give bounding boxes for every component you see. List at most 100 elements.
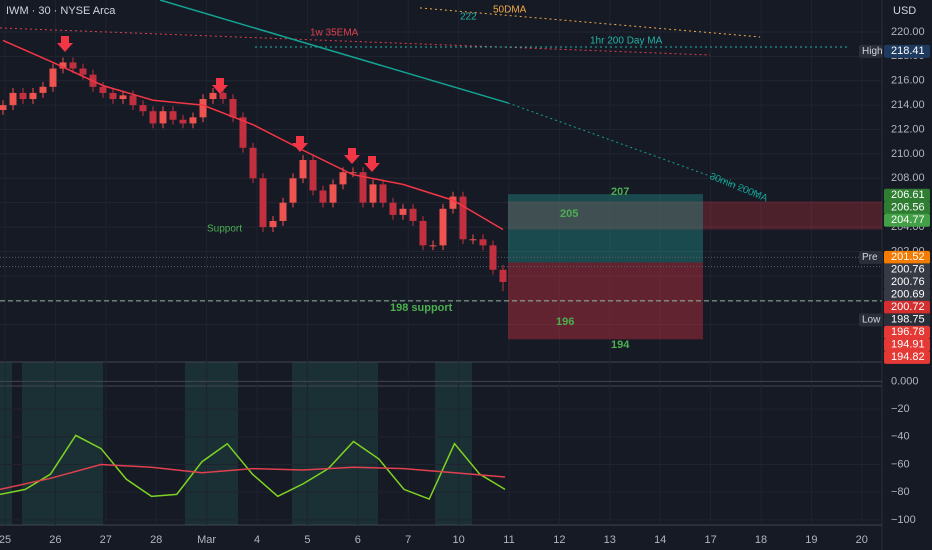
- x-tick-label: 7: [405, 534, 411, 546]
- zone: [185, 362, 238, 525]
- price-tag-label: 201.52: [891, 251, 925, 263]
- ma-line: [507, 102, 763, 196]
- annotation: 196: [556, 316, 574, 328]
- price-tag: [884, 325, 930, 339]
- x-tick-label: Mar: [197, 534, 216, 546]
- zone: [292, 362, 378, 525]
- x-tick-label: 28: [150, 534, 162, 546]
- candle-body: [479, 239, 487, 246]
- candle-body: [9, 92, 17, 106]
- zone: [435, 362, 472, 525]
- candle-body: [459, 196, 467, 240]
- x-tick-label: 14: [654, 534, 666, 546]
- y-tick-label: −40: [891, 431, 910, 443]
- price-tag: [884, 338, 930, 352]
- target-zone: [508, 194, 703, 263]
- price-tag: [884, 213, 930, 227]
- candle-body: [219, 92, 227, 100]
- x-tick-label: 11: [503, 534, 514, 546]
- ma-line: [0, 27, 711, 56]
- y-tick-label: 216.00: [891, 75, 925, 87]
- arrow: [212, 78, 228, 94]
- y-tick-label: 212.00: [891, 123, 925, 135]
- y-tick-label: −60: [891, 458, 910, 470]
- candle-body: [409, 208, 417, 221]
- price-tag-label: 198.75: [891, 314, 925, 326]
- candle-body: [99, 86, 107, 93]
- x-tick-label: 4: [254, 534, 260, 546]
- price-tag-label: 200.76: [891, 276, 925, 288]
- candle-body: [249, 147, 257, 179]
- indicator-line: [0, 463, 506, 491]
- price-tag: [884, 188, 930, 202]
- candle-body: [79, 68, 87, 75]
- arrow: [292, 136, 308, 152]
- price-tag-label: 200.72: [891, 301, 925, 313]
- price-tag-name: [859, 250, 883, 264]
- x-tick-label: 26: [49, 534, 61, 546]
- y-tick-label: 210.00: [891, 148, 925, 160]
- annotation: 205: [560, 208, 578, 220]
- candle-body: [209, 92, 217, 100]
- price-tag-name: [859, 44, 883, 58]
- x-tick-label: 5: [304, 534, 310, 546]
- candle-body: [429, 245, 437, 247]
- x-tick-label: 13: [604, 534, 616, 546]
- x-tick-label: 27: [100, 534, 112, 546]
- x-tick-label: 10: [452, 534, 464, 546]
- annotation: 222: [460, 12, 477, 23]
- ma-label: 1hr 200 Day MA: [590, 36, 663, 47]
- price-tag-label: 218.41: [891, 45, 925, 57]
- price-tag: [884, 201, 930, 215]
- y-tick-label: −100: [891, 514, 916, 526]
- candle-body: [0, 105, 7, 110]
- price-tag-name: [859, 313, 883, 327]
- candle-body: [499, 269, 507, 282]
- candle-body: [319, 190, 327, 203]
- x-tick-label: 20: [856, 534, 868, 546]
- price-tag: [884, 44, 930, 58]
- candle-body: [489, 245, 497, 270]
- price-tag-name-label: Pre: [862, 252, 878, 263]
- indicator-line: [0, 434, 506, 501]
- price-tag-label: 194.82: [891, 351, 925, 363]
- candle-body: [359, 172, 367, 203]
- candle-body: [139, 105, 147, 112]
- arrow: [344, 148, 360, 164]
- currency: USD: [893, 5, 916, 17]
- price-tag-label: 200.69: [891, 289, 925, 301]
- x-tick-label: 12: [553, 534, 565, 546]
- price-tag-label: 194.91: [891, 339, 925, 351]
- candle-body: [379, 184, 387, 203]
- y-tick-label: 214.00: [891, 99, 925, 111]
- price-tag-label: 206.56: [891, 202, 925, 214]
- zone: [22, 362, 103, 525]
- candle-body: [349, 172, 357, 174]
- candle-body: [329, 184, 337, 203]
- candle-body: [29, 92, 37, 100]
- price-tag: [884, 288, 930, 302]
- candle-body: [299, 160, 307, 179]
- candle-body: [439, 208, 447, 246]
- candle-body: [179, 119, 187, 124]
- ma-line: [159, 0, 509, 104]
- candle-body: [259, 178, 267, 228]
- ma-label: 1w 35EMA: [310, 28, 359, 39]
- arrow: [57, 36, 73, 52]
- resistance-zone: [508, 201, 882, 230]
- price-tag: [884, 300, 930, 314]
- y-tick-label: 220.00: [891, 26, 925, 38]
- price-tag: [884, 350, 930, 364]
- price-tag-name-label: High: [862, 46, 883, 57]
- candle-body: [199, 99, 207, 118]
- candle-body: [159, 111, 167, 124]
- price-tag-label: 196.78: [891, 326, 925, 338]
- candle-body: [69, 62, 77, 69]
- annotation: 198 support: [390, 302, 453, 314]
- annotation: 207: [611, 186, 629, 198]
- candle-body: [169, 111, 177, 120]
- annotation: Support: [207, 224, 242, 235]
- y-tick-label: −80: [891, 486, 910, 498]
- x-tick-label: 19: [805, 534, 817, 546]
